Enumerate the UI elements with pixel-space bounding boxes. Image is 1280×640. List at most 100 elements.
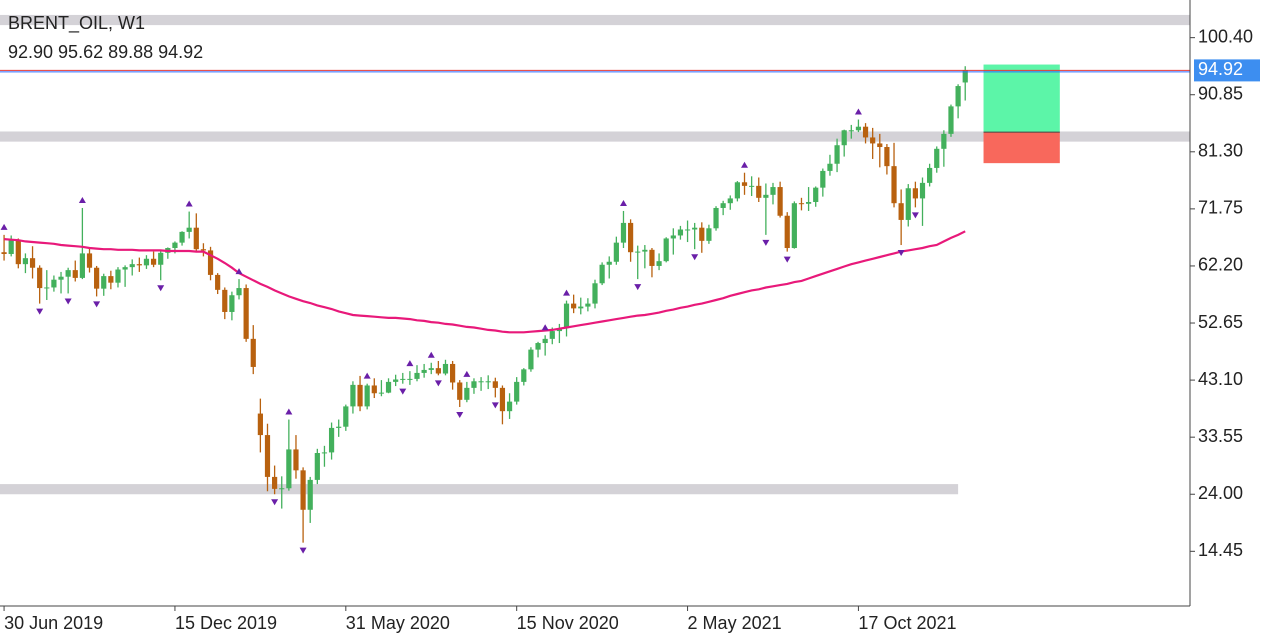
- candle-body: [108, 276, 114, 283]
- candle-body: [357, 384, 363, 407]
- fractal-down: [691, 254, 699, 261]
- plot-area: [0, 14, 1190, 554]
- candle-body: [549, 331, 555, 339]
- candle-body: [129, 264, 135, 268]
- candle-body: [371, 385, 377, 394]
- candle-body: [115, 269, 121, 283]
- candle-body: [884, 147, 890, 167]
- candle-body: [328, 427, 335, 453]
- fractal-up: [741, 161, 749, 168]
- candle-body: [29, 258, 36, 268]
- fractal-down: [399, 388, 407, 395]
- candle-body: [941, 133, 947, 149]
- candle-body: [677, 229, 684, 236]
- level-zone: [0, 14, 1190, 26]
- candle-body: [813, 187, 819, 202]
- candle-body: [471, 381, 477, 388]
- x-tick-label: 15 Nov 2020: [517, 613, 619, 633]
- candle-body: [172, 242, 178, 249]
- candle-body: [464, 387, 470, 400]
- candle-body: [8, 240, 14, 254]
- fractal-up: [0, 223, 8, 230]
- fractal-up: [854, 108, 862, 115]
- candle-body: [592, 283, 598, 304]
- fractal-down: [271, 499, 279, 506]
- y-tick-label: 100.40: [1198, 26, 1253, 46]
- candle-body: [179, 231, 185, 243]
- candle-body: [763, 194, 769, 198]
- candle-body: [321, 452, 328, 454]
- fractal-down: [64, 298, 72, 305]
- candle-body: [72, 270, 78, 278]
- candle-body: [891, 166, 897, 204]
- candle-body: [948, 106, 954, 134]
- y-tick-label: 90.85: [1198, 83, 1243, 103]
- candle-body: [222, 289, 228, 312]
- candle-body: [44, 287, 50, 289]
- candle-body: [15, 240, 21, 265]
- candle-body: [528, 349, 534, 370]
- y-tick-label: 24.00: [1198, 483, 1243, 503]
- candle-body: [514, 381, 520, 402]
- candle-body: [627, 222, 634, 253]
- candle-body: [58, 276, 64, 280]
- candle-body: [720, 203, 726, 208]
- fractal-up: [185, 200, 193, 207]
- x-tick-label: 31 May 2020: [346, 613, 450, 633]
- candle-body: [642, 249, 648, 252]
- candle-body: [848, 130, 854, 132]
- y-tick-label: 52.65: [1198, 312, 1243, 332]
- fractal-down: [456, 411, 464, 418]
- candle-body: [94, 267, 100, 289]
- candle-body: [870, 137, 876, 144]
- candle-body: [827, 163, 833, 171]
- price-label-box: [1194, 59, 1260, 82]
- candle-body: [122, 267, 128, 270]
- fractal-up: [363, 372, 371, 379]
- candle-body: [485, 381, 491, 383]
- fractal-down: [93, 301, 101, 308]
- y-tick-label: 62.20: [1198, 255, 1243, 275]
- candle-body: [635, 251, 641, 253]
- candle-body: [307, 479, 313, 510]
- fractal-up: [563, 289, 571, 296]
- candle-body: [699, 227, 705, 241]
- fractal-up: [78, 196, 86, 203]
- level-zone: [0, 131, 1190, 142]
- candle-body: [350, 384, 356, 407]
- fractal-down: [911, 212, 919, 219]
- candle-body: [620, 222, 627, 243]
- candle-body: [279, 488, 285, 490]
- candle-body: [727, 198, 733, 204]
- candle-body: [150, 258, 157, 265]
- candle-body: [805, 202, 812, 204]
- candle-body: [919, 182, 926, 199]
- candle-body: [834, 145, 840, 164]
- chart-title: BRENT_OIL, W1: [8, 13, 145, 34]
- candle-body: [158, 252, 164, 265]
- fractal-up: [285, 408, 293, 415]
- candle-body: [927, 167, 933, 183]
- candle-body: [207, 250, 214, 275]
- candle-body: [400, 378, 406, 380]
- candle-body: [649, 249, 655, 266]
- fractal-down: [897, 250, 905, 257]
- candle-body: [571, 303, 577, 309]
- candle-body: [749, 185, 755, 187]
- fractal-up: [235, 268, 243, 275]
- candle-body: [898, 203, 904, 220]
- take-profit-zone: [983, 64, 1060, 133]
- candle-body: [22, 258, 29, 265]
- candle-body: [770, 187, 776, 195]
- candle-body: [286, 449, 292, 489]
- candle-body: [65, 270, 71, 277]
- candle-body: [670, 235, 676, 239]
- candle-body: [186, 227, 192, 232]
- candle-body: [257, 413, 263, 436]
- fractal-up: [463, 370, 471, 377]
- candle-body: [407, 378, 413, 380]
- fractal-up: [406, 360, 414, 367]
- fractal-down: [299, 547, 307, 554]
- y-tick-label: 71.75: [1198, 198, 1243, 218]
